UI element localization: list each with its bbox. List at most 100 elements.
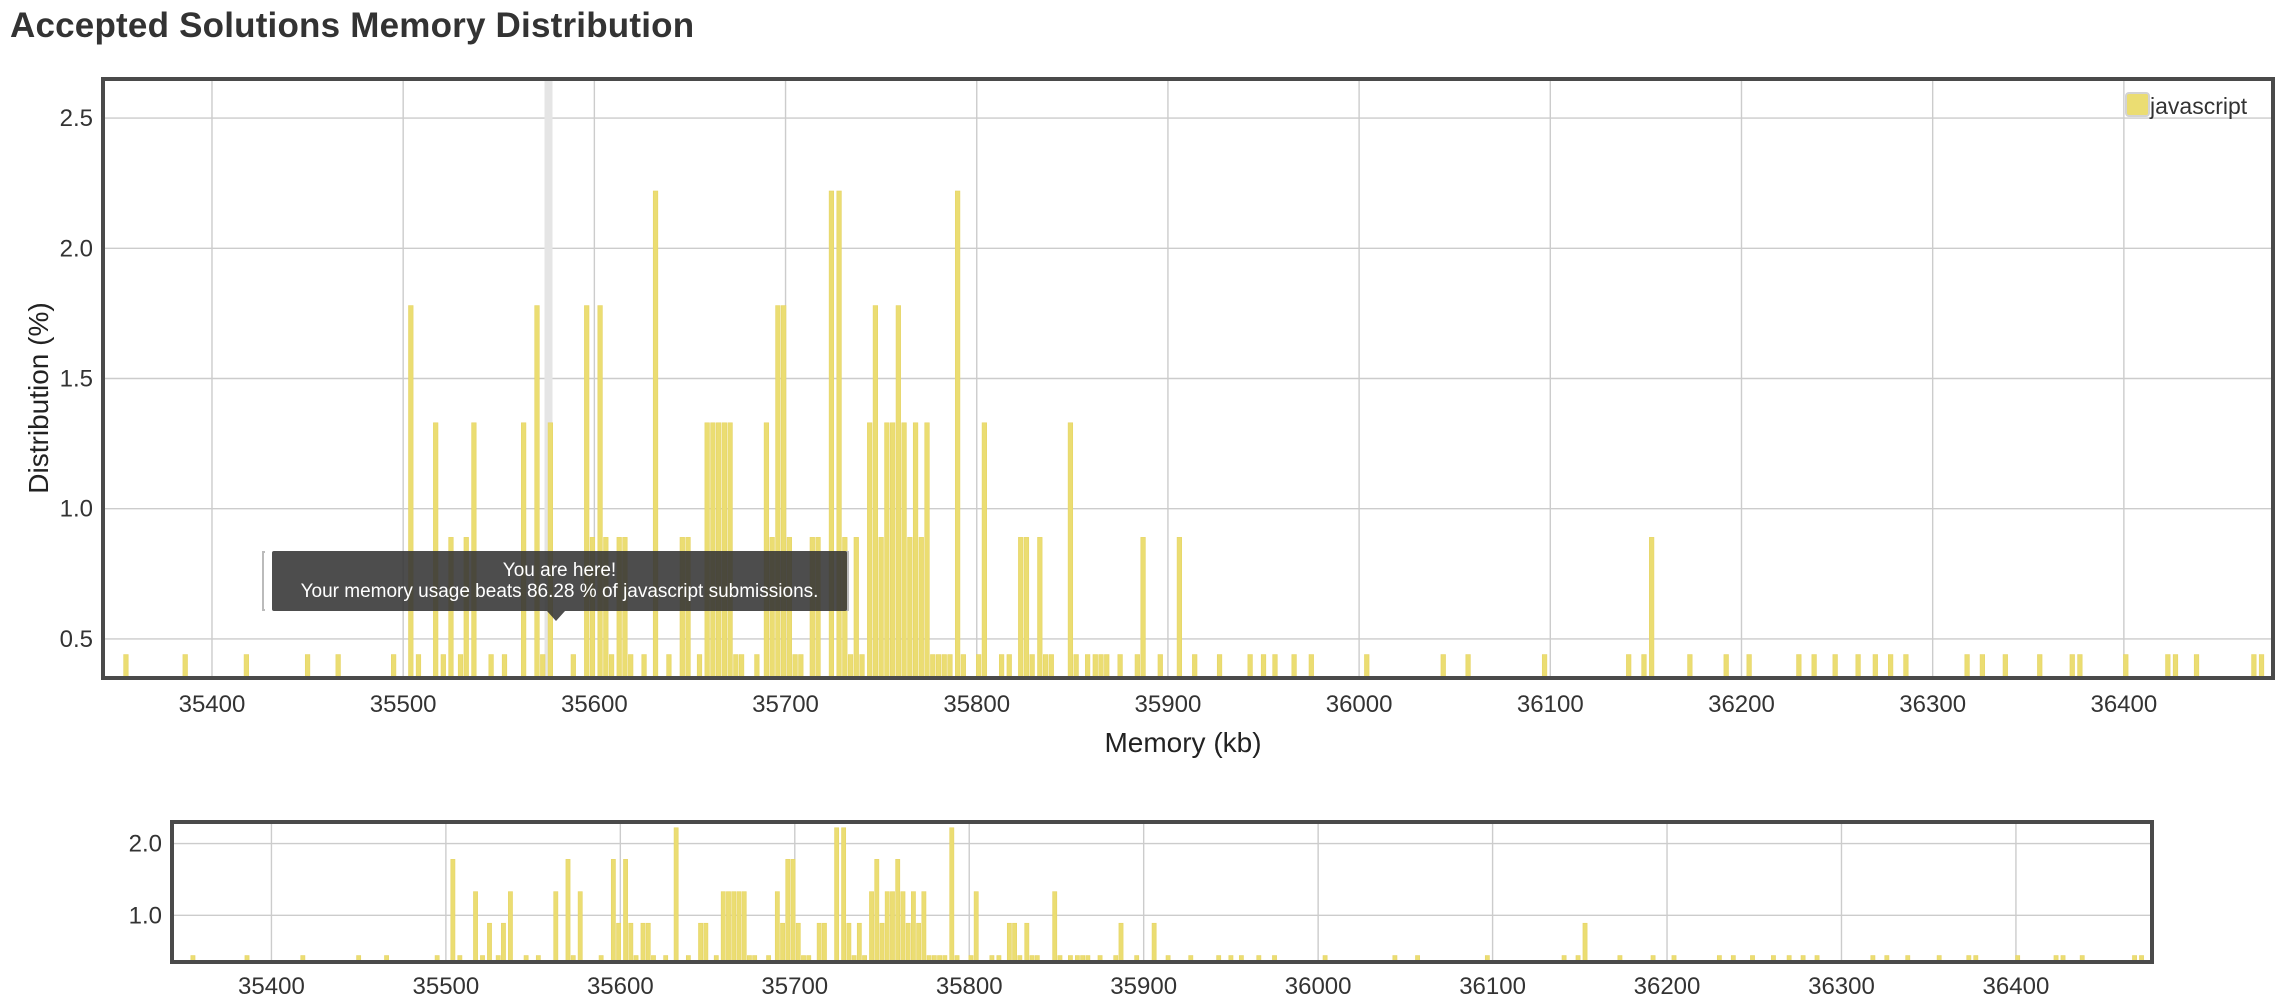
bar[interactable] bbox=[623, 859, 628, 963]
x-tick-label: 35500 bbox=[413, 973, 480, 1000]
bar[interactable] bbox=[1582, 922, 1588, 963]
x-tick-label: 36200 bbox=[1708, 691, 1775, 718]
bar[interactable] bbox=[1151, 922, 1157, 963]
y-tick-label: 1.0 bbox=[129, 902, 162, 929]
x-tick-label: 35800 bbox=[943, 691, 1010, 718]
bar[interactable] bbox=[795, 922, 801, 963]
bar[interactable] bbox=[616, 922, 621, 963]
tooltip-bracket-right bbox=[846, 551, 849, 611]
bar[interactable] bbox=[916, 922, 922, 963]
x-tick-label: 35600 bbox=[587, 973, 654, 1000]
bar[interactable] bbox=[703, 922, 709, 963]
bar[interactable] bbox=[774, 891, 780, 963]
bar[interactable] bbox=[911, 891, 916, 963]
y-tick-label: 2.0 bbox=[129, 831, 162, 858]
legend-label-javascript: javascript bbox=[2149, 93, 2248, 119]
bar[interactable] bbox=[487, 922, 492, 963]
y-tick-label: 2.0 bbox=[60, 235, 93, 262]
tooltip-message: Your memory usage beats 86.28 % of javas… bbox=[300, 581, 819, 602]
bar[interactable] bbox=[1052, 891, 1058, 963]
bar[interactable] bbox=[1012, 922, 1017, 963]
bar[interactable] bbox=[577, 891, 583, 963]
x-axis-title: Memory (kb) bbox=[1104, 727, 1261, 758]
current-position-highlight bbox=[544, 79, 553, 678]
bar[interactable] bbox=[846, 922, 852, 963]
bar[interactable] bbox=[890, 891, 895, 963]
x-tick-label: 35800 bbox=[936, 973, 1003, 1000]
bar[interactable] bbox=[628, 922, 634, 963]
x-tick-label: 36100 bbox=[1517, 691, 1584, 718]
x-tick-label: 35400 bbox=[238, 973, 305, 1000]
bar[interactable] bbox=[736, 891, 742, 963]
bar[interactable] bbox=[731, 891, 737, 963]
bar[interactable] bbox=[640, 922, 646, 963]
bar[interactable] bbox=[565, 859, 571, 963]
bar[interactable] bbox=[869, 891, 874, 963]
x-tick-label: 35900 bbox=[1135, 691, 1202, 718]
main-bars bbox=[123, 190, 2265, 679]
x-tick-label: 36300 bbox=[1899, 691, 1966, 718]
x-tick-label: 36400 bbox=[1983, 973, 2050, 1000]
bar[interactable] bbox=[610, 859, 616, 963]
x-tick-label: 36400 bbox=[2090, 691, 2157, 718]
bar[interactable] bbox=[1118, 922, 1124, 963]
navigator-frame[interactable] bbox=[170, 820, 2154, 964]
bar[interactable] bbox=[1006, 922, 1012, 963]
x-tick-label: 36300 bbox=[1808, 973, 1875, 1000]
bar[interactable] bbox=[905, 922, 911, 963]
y-tick-label: 0.5 bbox=[60, 626, 93, 653]
x-tick-label: 35500 bbox=[370, 691, 437, 718]
bar[interactable] bbox=[501, 922, 506, 963]
bar[interactable] bbox=[949, 827, 955, 963]
legend[interactable]: javascript bbox=[2125, 92, 2248, 119]
bar[interactable] bbox=[720, 891, 726, 963]
x-tick-label: 35700 bbox=[761, 973, 828, 1000]
bar[interactable] bbox=[816, 922, 822, 963]
y-axis-title: Distribution (%) bbox=[23, 302, 54, 493]
bar[interactable] bbox=[822, 922, 827, 963]
bar[interactable] bbox=[884, 891, 890, 963]
bar[interactable] bbox=[921, 891, 927, 963]
bar[interactable] bbox=[879, 922, 885, 963]
page-title: Accepted Solutions Memory Distribution bbox=[10, 6, 695, 45]
bar[interactable] bbox=[698, 922, 703, 963]
main-plot-frame bbox=[101, 77, 2275, 680]
y-tick-label: 1.0 bbox=[60, 496, 93, 523]
you-are-here-tooltip: You are here! Your memory usage beats 86… bbox=[272, 551, 847, 611]
bar[interactable] bbox=[900, 891, 906, 963]
bar[interactable] bbox=[741, 891, 747, 963]
bar[interactable] bbox=[450, 859, 456, 963]
bar[interactable] bbox=[785, 859, 791, 963]
x-tick-label: 36000 bbox=[1285, 973, 1352, 1000]
bar[interactable] bbox=[673, 827, 679, 963]
main-gridlines bbox=[103, 79, 2273, 678]
x-tick-label: 36100 bbox=[1459, 973, 1526, 1000]
bar[interactable] bbox=[473, 891, 478, 963]
x-tick-label: 35700 bbox=[752, 691, 819, 718]
bar[interactable] bbox=[834, 827, 840, 963]
bar[interactable] bbox=[1024, 922, 1030, 963]
bar[interactable] bbox=[726, 891, 731, 963]
bar[interactable] bbox=[895, 859, 901, 963]
main-x-axis-ticks: 35400 35500 35600 35700 35800 35900 36000 36100… bbox=[179, 691, 2158, 718]
x-tick-label: 35900 bbox=[1110, 973, 1177, 1000]
navigator-bars bbox=[190, 827, 2144, 963]
bar[interactable] bbox=[508, 891, 513, 963]
navigator-x-axis-ticks: 35400 35500 35600 35700 35800 35900 36000 36100… bbox=[238, 973, 2049, 1000]
tooltip-title: You are here! bbox=[502, 560, 617, 581]
tooltip-bracket-left bbox=[262, 551, 265, 611]
bar[interactable] bbox=[780, 922, 785, 963]
bar[interactable] bbox=[790, 859, 796, 963]
bar[interactable] bbox=[856, 922, 862, 963]
navigator-y-axis-ticks: 1.0 2.0 bbox=[129, 831, 162, 930]
x-tick-label: 36000 bbox=[1326, 691, 1393, 718]
bar[interactable] bbox=[645, 922, 651, 963]
main-y-axis-ticks: 0.5 1.0 1.5 2.0 2.5 bbox=[60, 105, 93, 653]
tooltip-arrow bbox=[547, 611, 565, 621]
bar[interactable] bbox=[553, 891, 559, 963]
bar[interactable] bbox=[874, 859, 880, 963]
bar[interactable] bbox=[973, 891, 979, 963]
legend-swatch-javascript bbox=[2125, 92, 2150, 117]
bar[interactable] bbox=[841, 827, 847, 963]
